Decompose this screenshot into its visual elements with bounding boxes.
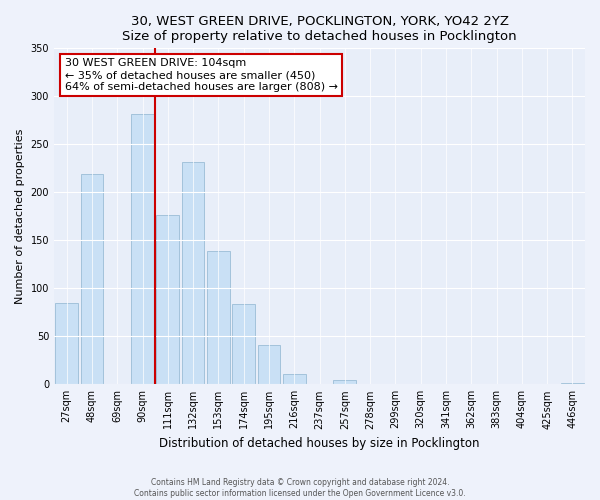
- Bar: [55, 302, 78, 384]
- Bar: [334, 380, 356, 384]
- Bar: [182, 162, 205, 384]
- Text: Contains HM Land Registry data © Crown copyright and database right 2024.
Contai: Contains HM Land Registry data © Crown c…: [134, 478, 466, 498]
- Bar: [283, 374, 305, 384]
- X-axis label: Distribution of detached houses by size in Pocklington: Distribution of detached houses by size …: [159, 437, 480, 450]
- Y-axis label: Number of detached properties: Number of detached properties: [15, 128, 25, 304]
- Bar: [232, 304, 255, 384]
- Bar: [131, 114, 154, 384]
- Bar: [207, 251, 230, 384]
- Text: 30 WEST GREEN DRIVE: 104sqm
← 35% of detached houses are smaller (450)
64% of se: 30 WEST GREEN DRIVE: 104sqm ← 35% of det…: [65, 58, 338, 92]
- Bar: [257, 345, 280, 385]
- Bar: [157, 216, 179, 384]
- Title: 30, WEST GREEN DRIVE, POCKLINGTON, YORK, YO42 2YZ
Size of property relative to d: 30, WEST GREEN DRIVE, POCKLINGTON, YORK,…: [122, 15, 517, 43]
- Bar: [80, 174, 103, 384]
